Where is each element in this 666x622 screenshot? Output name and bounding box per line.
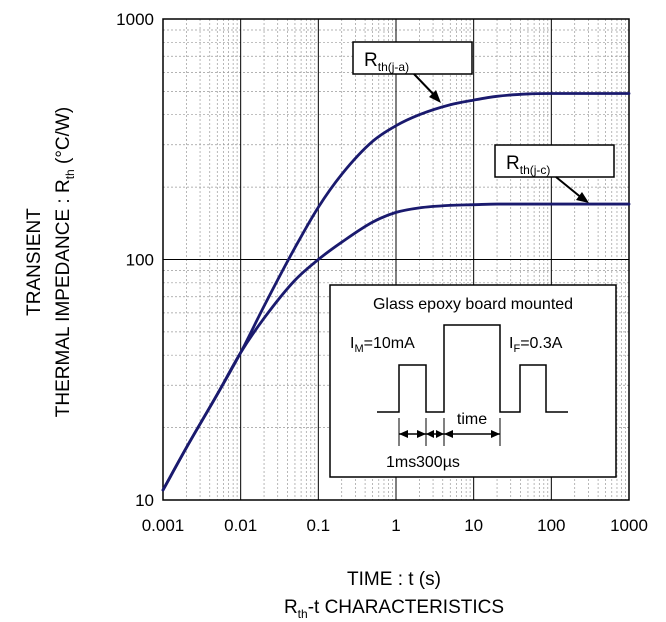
series-lines bbox=[161, 92, 631, 492]
arrow-head bbox=[399, 430, 408, 438]
plot-frame bbox=[162, 18, 630, 501]
arrow-head bbox=[576, 192, 589, 203]
inset-title: Glass epoxy board mounted bbox=[373, 296, 573, 313]
arrow-head bbox=[444, 430, 453, 438]
x-tick-label: 1 bbox=[391, 516, 400, 535]
chart-caption: Rth-t CHARACTERISTICS bbox=[284, 597, 504, 621]
x-tick-labels: 0.001 0.01 0.1 1 10 100 1000 bbox=[142, 516, 648, 535]
pulse-waveform bbox=[377, 324, 568, 413]
inset-frame bbox=[329, 284, 617, 478]
inset-box: Glass epoxy board mounted IM=10mA IF=0.3… bbox=[329, 284, 617, 478]
series-label-box bbox=[494, 144, 615, 178]
series-label-rth-ja: Rth(j-a) bbox=[352, 41, 473, 103]
if-label: IF=0.3A bbox=[509, 335, 563, 355]
t2-label: 300µs bbox=[416, 454, 460, 471]
arrow-head bbox=[426, 430, 434, 438]
arrow-head bbox=[491, 430, 500, 438]
series-label-text: Rth(j-c) bbox=[506, 153, 550, 177]
arrow-head bbox=[429, 90, 441, 103]
x-tick-label: 10 bbox=[464, 516, 483, 535]
x-tick-label: 0.01 bbox=[224, 516, 257, 535]
y-tick-label: 10 bbox=[135, 491, 154, 510]
x-tick-label: 100 bbox=[537, 516, 565, 535]
im-label: IM=10mA bbox=[350, 335, 415, 355]
x-tick-label: 0.001 bbox=[142, 516, 185, 535]
y-tick-label: 100 bbox=[126, 251, 154, 270]
arrow-head bbox=[436, 430, 444, 438]
x-tick-label: 0.1 bbox=[307, 516, 331, 535]
series-label-arrow bbox=[555, 176, 584, 200]
t1-label: 1ms bbox=[386, 454, 416, 471]
y-axis-label-line2: THERMAL IMPEDANCE : Rth (°C/W) bbox=[53, 107, 77, 417]
y-tick-label: 1000 bbox=[116, 10, 154, 29]
y-tick-labels: 10 100 1000 bbox=[116, 10, 154, 510]
y-axis-label-line1: TRANSIENT bbox=[24, 208, 45, 316]
series-label-rth-jc: Rth(j-c) bbox=[494, 144, 615, 203]
series-label-box bbox=[352, 41, 473, 75]
arrow-head bbox=[417, 430, 426, 438]
x-tick-label: 1000 bbox=[610, 516, 648, 535]
series-label-text: Rth(j-a) bbox=[364, 50, 409, 74]
time-label: time bbox=[457, 411, 487, 428]
x-axis-label: TIME : t (s) bbox=[347, 569, 441, 590]
series-line-rth-jc bbox=[161, 202, 631, 492]
